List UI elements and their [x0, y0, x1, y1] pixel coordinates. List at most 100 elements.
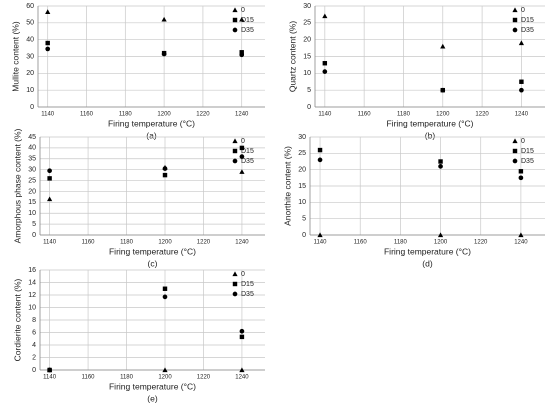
- point: [47, 176, 52, 181]
- x-tick-label: 1220: [475, 112, 489, 118]
- point: [322, 61, 328, 66]
- y-tick-label: 20: [26, 70, 34, 77]
- x-tick-label: 1240: [235, 375, 249, 381]
- point: [239, 154, 245, 159]
- legend-label: D15: [521, 148, 534, 155]
- y-tick-label: 15: [303, 53, 311, 60]
- point: [317, 232, 323, 238]
- y-tick-label: 10: [28, 304, 36, 311]
- x-axis-label: Firing temperature (°C): [109, 246, 196, 256]
- legend-label: D15: [521, 17, 534, 24]
- point: [518, 232, 524, 238]
- x-axis-label: Firing temperature (°C): [108, 118, 195, 128]
- x-tick-label: 1240: [514, 240, 528, 246]
- legend-marker: [232, 158, 238, 164]
- x-tick-label: 1140: [41, 112, 55, 118]
- legend-label: D15: [241, 17, 254, 24]
- point: [518, 40, 525, 46]
- point: [322, 13, 328, 19]
- y-tick-label: 0: [32, 232, 36, 239]
- x-tick-label: 1180: [120, 240, 134, 246]
- legend-marker: [512, 7, 518, 13]
- y-tick-label: 16: [28, 267, 36, 274]
- x-tick-label: 1240: [235, 112, 249, 118]
- y-tick-label: 12: [28, 292, 36, 299]
- point: [519, 87, 524, 93]
- panel-label: (c): [148, 258, 158, 268]
- y-tick-label: 25: [28, 177, 36, 184]
- point: [162, 294, 168, 300]
- point: [239, 367, 245, 373]
- point: [239, 145, 245, 151]
- y-tick-label: 4: [32, 342, 36, 349]
- y-tick-label: 10: [26, 87, 34, 94]
- x-tick-label: 1220: [474, 240, 488, 246]
- y-tick-label: 40: [28, 145, 36, 152]
- point: [162, 286, 168, 291]
- point: [438, 159, 443, 164]
- legend-label: D35: [241, 291, 254, 298]
- legend-marker: [232, 138, 238, 144]
- y-tick-label: 20: [28, 188, 36, 195]
- y-tick-label: 25: [298, 150, 306, 157]
- legend-marker: [512, 17, 518, 23]
- legend-marker: [232, 271, 238, 277]
- panel-label: (b): [425, 130, 436, 140]
- legend-label: D35: [521, 158, 534, 165]
- x-tick-label: 1180: [119, 112, 133, 118]
- legend-marker: [512, 148, 518, 154]
- x-tick-label: 1220: [197, 240, 211, 246]
- x-tick-label: 1180: [394, 240, 408, 246]
- x-tick-label: 1200: [434, 240, 448, 246]
- x-tick-label: 1160: [358, 112, 372, 118]
- y-tick-label: 6: [32, 329, 36, 336]
- x-tick-label: 1160: [354, 240, 368, 246]
- y-tick-label: 30: [28, 167, 36, 174]
- legend-label: 0: [521, 7, 525, 14]
- y-tick-label: 10: [303, 70, 311, 77]
- x-tick-label: 1200: [158, 240, 172, 246]
- legend-label: D35: [241, 158, 254, 165]
- y-tick-label: 30: [26, 53, 34, 60]
- point: [322, 69, 328, 74]
- y-tick-label: 60: [26, 3, 34, 10]
- legend-marker: [232, 7, 238, 13]
- y-axis-label: Cordierite content (%): [12, 278, 22, 361]
- legend-marker: [232, 17, 238, 23]
- x-tick-label: 1160: [80, 112, 94, 118]
- panel-label: (a): [146, 130, 157, 140]
- x-tick-label: 1160: [82, 375, 96, 381]
- y-axis-label: Anorthite content (%): [282, 146, 292, 226]
- x-tick-label: 1200: [436, 112, 450, 118]
- y-tick-label: 0: [30, 104, 34, 111]
- x-tick-label: 1180: [120, 375, 134, 381]
- x-tick-label: 1200: [158, 375, 172, 381]
- y-tick-label: 45: [28, 134, 36, 141]
- x-tick-label: 1180: [397, 112, 411, 118]
- y-tick-label: 14: [28, 279, 36, 286]
- panel-label: (d): [422, 258, 433, 268]
- legend-marker: [232, 27, 238, 33]
- x-tick-label: 1140: [43, 375, 57, 381]
- legend-marker: [232, 291, 238, 297]
- y-tick-label: 25: [303, 20, 311, 27]
- y-axis-label: Amorphous phase content (%): [12, 128, 22, 243]
- x-axis-label: Firing temperature (°C): [386, 118, 473, 128]
- y-tick-label: 20: [298, 167, 306, 174]
- y-tick-label: 30: [298, 134, 306, 141]
- point: [239, 328, 245, 334]
- point: [239, 169, 245, 174]
- y-tick-label: 0: [302, 232, 306, 239]
- x-tick-label: 1240: [235, 240, 249, 246]
- point: [239, 334, 245, 340]
- point: [161, 16, 167, 22]
- x-tick-label: 1240: [515, 112, 529, 118]
- point: [518, 169, 524, 174]
- x-axis-label: Firing temperature (°C): [109, 381, 196, 391]
- point: [440, 87, 446, 93]
- y-tick-label: 5: [32, 221, 36, 228]
- point: [161, 51, 167, 57]
- point: [239, 16, 245, 22]
